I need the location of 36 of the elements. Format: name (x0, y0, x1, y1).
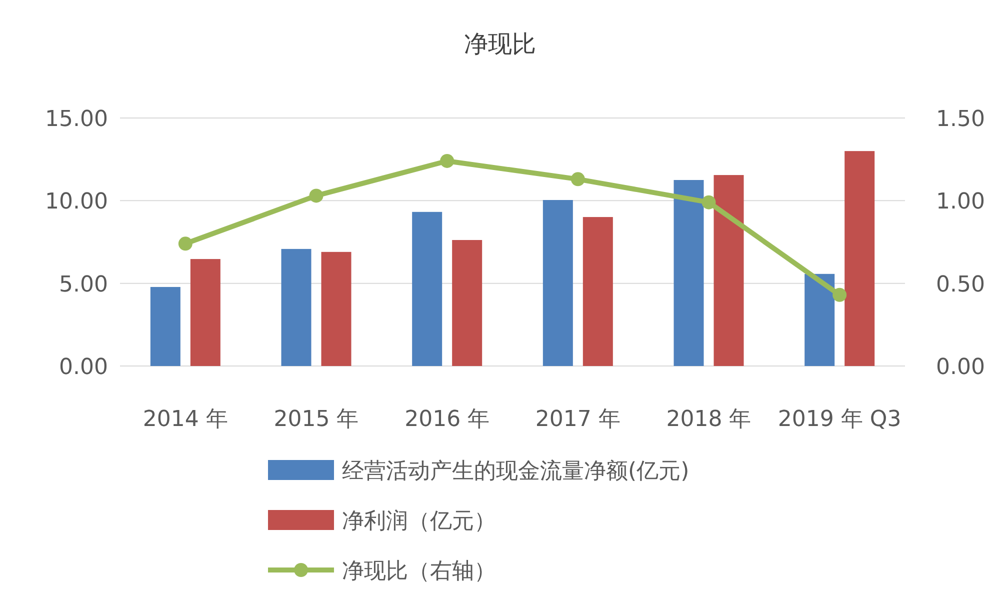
bar (190, 259, 220, 366)
bar (452, 240, 482, 366)
bar (714, 175, 744, 366)
bar (582, 217, 613, 366)
legend-label: 净现比（右轴） (342, 559, 496, 584)
x-tick-label: 2017 年 (535, 407, 620, 432)
x-tick-label: 2016 年 (404, 407, 490, 432)
x-tick-label: 2018 年 (666, 407, 752, 432)
bar (150, 286, 180, 366)
y2-tick-label: 0.00 (936, 355, 985, 380)
y-tick-label: 0.00 (59, 355, 108, 380)
legend-label: 净利润（亿元） (342, 509, 496, 534)
y-tick-label: 15.00 (45, 107, 108, 132)
point (570, 172, 585, 186)
point (702, 195, 716, 210)
y-tick-label: 5.00 (59, 272, 108, 298)
point (309, 188, 324, 203)
x-tick-label: 2014 年 (142, 407, 228, 432)
bar (844, 151, 875, 366)
y-tick-label: 10.00 (45, 190, 108, 215)
x-tick-label: 2015 年 (274, 407, 359, 432)
point (440, 154, 454, 168)
bar (321, 252, 352, 366)
bar (674, 180, 704, 366)
chart-title: 净现比 (464, 30, 536, 58)
point (832, 288, 847, 302)
bar (542, 200, 573, 366)
bar (804, 274, 835, 366)
point (178, 236, 192, 251)
y2-tick-label: 0.50 (936, 272, 985, 298)
legend-label: 经营活动产生的现金流量净额(亿元) (342, 459, 690, 484)
x-tick-label: 2019 年 Q3 (778, 407, 902, 432)
bar (412, 212, 442, 366)
bar (281, 248, 312, 366)
y2-tick-label: 1.00 (936, 190, 985, 215)
y2-tick-label: 1.50 (936, 107, 985, 132)
